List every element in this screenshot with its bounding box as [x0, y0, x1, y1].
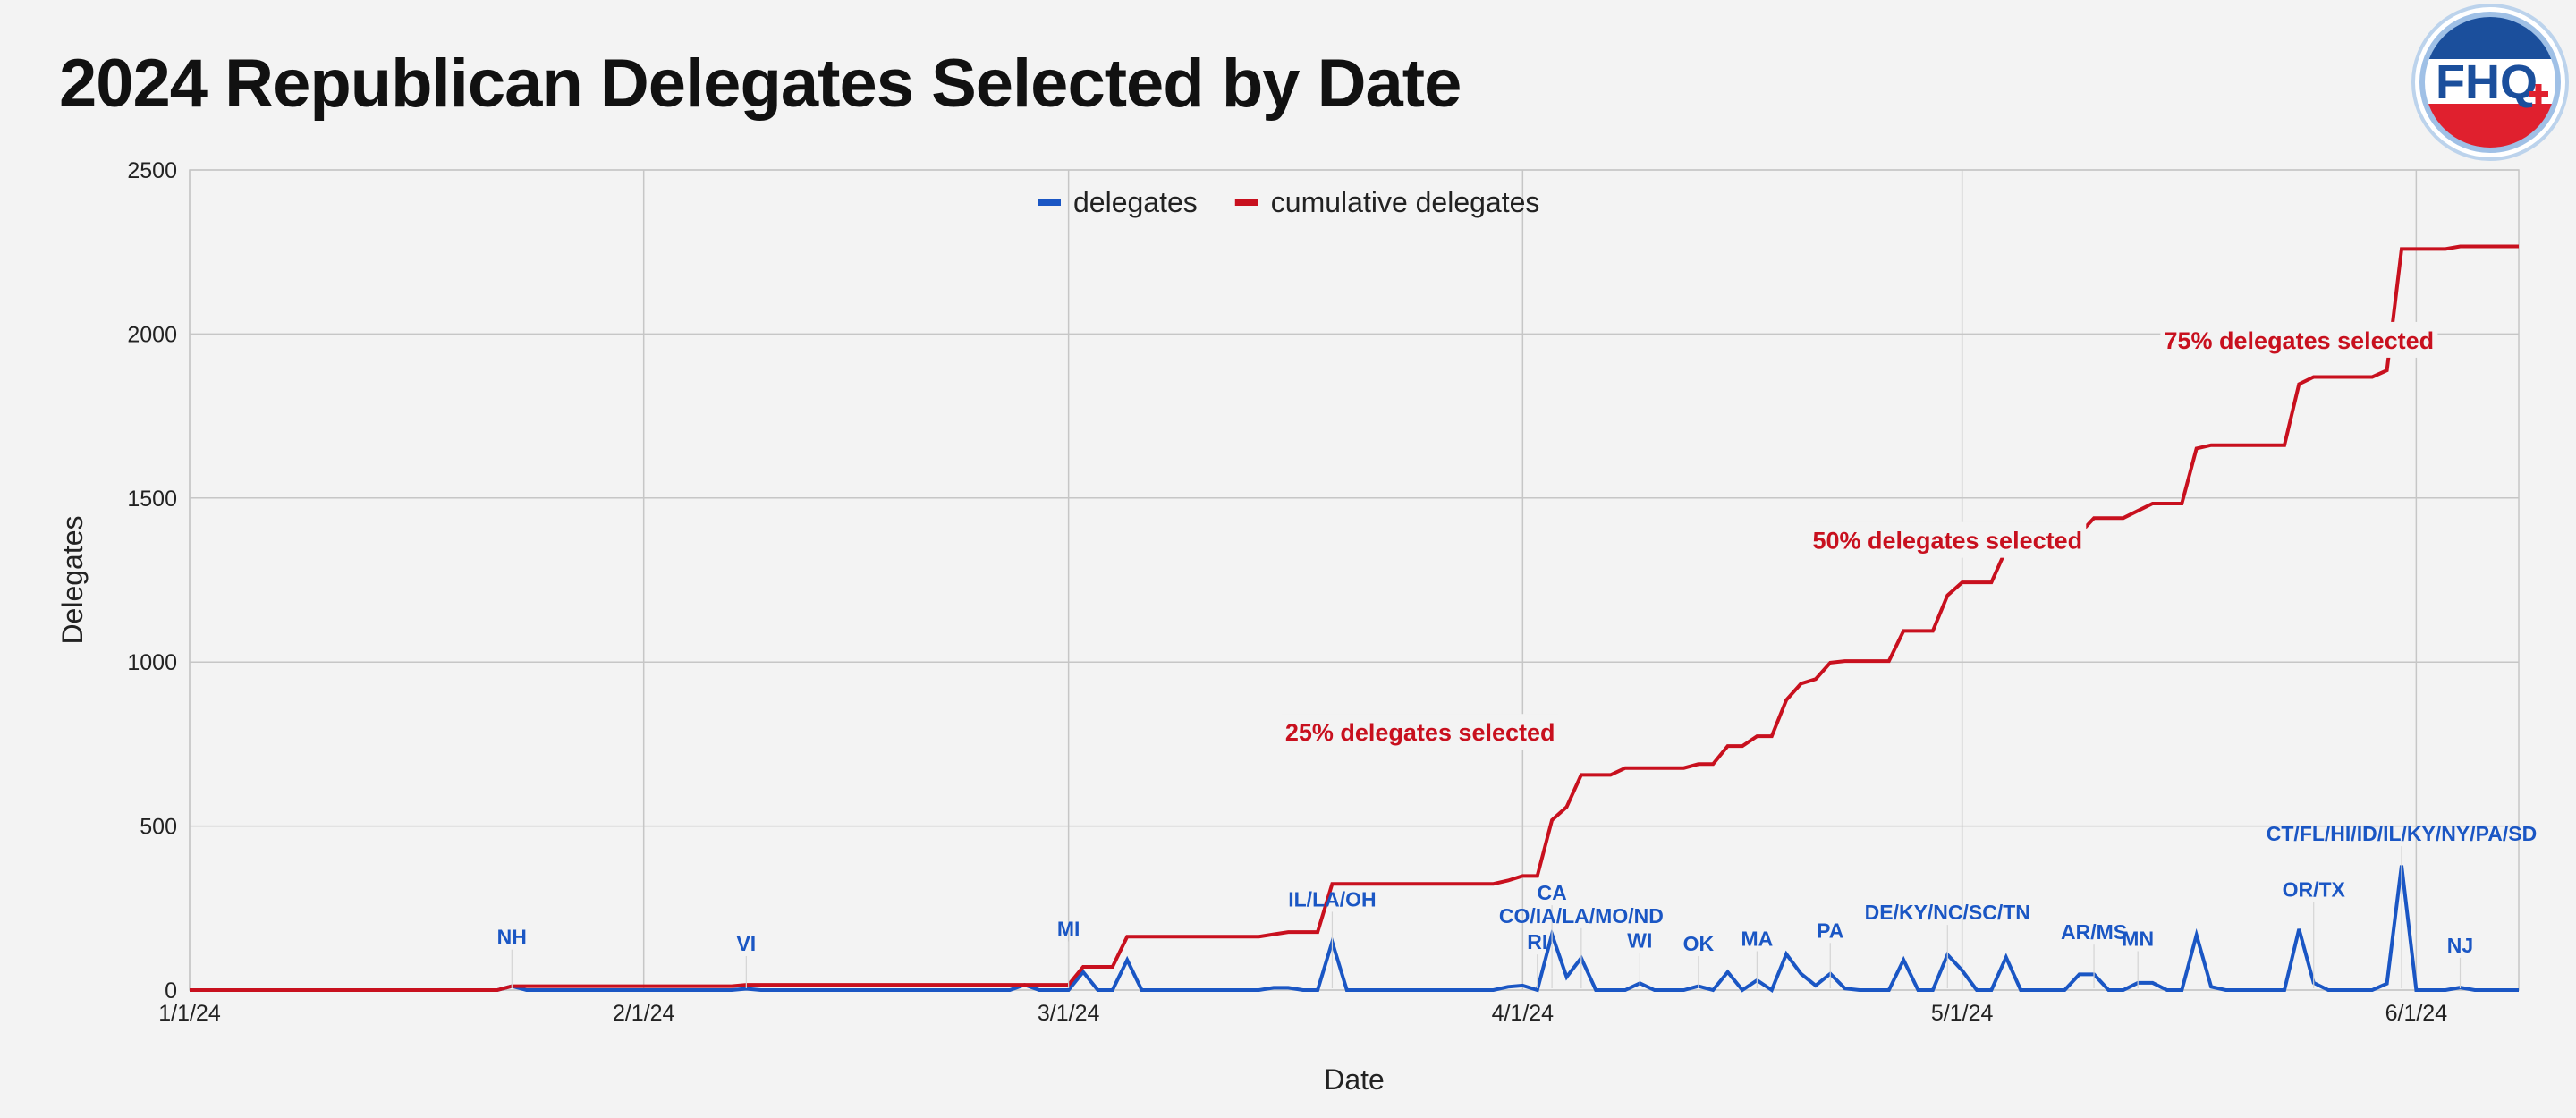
state-label: MA — [1741, 927, 1773, 950]
y-tick-label: 2500 — [127, 158, 177, 183]
y-tick-label: 0 — [165, 978, 177, 1004]
x-tick-label: 2/1/24 — [613, 1001, 675, 1026]
milestone-label-bg — [1281, 714, 1559, 750]
y-tick-label: 1000 — [127, 650, 177, 675]
x-tick-label: 6/1/24 — [2385, 1001, 2448, 1026]
axes: 0 500 1000 1500 2000 2500 1/1/24 2/1/24 3/1/24 4/… — [56, 158, 2447, 1096]
y-tick-label: 2000 — [127, 322, 177, 347]
y-tick-label: 500 — [140, 815, 177, 840]
y-tick-label: 1500 — [127, 487, 177, 512]
state-label: AR/MS — [2061, 920, 2127, 944]
fhq-logo: FHQ — [2411, 4, 2569, 161]
logo-plus-icon — [2529, 84, 2548, 105]
state-label: NH — [497, 926, 527, 949]
series — [190, 244, 2519, 994]
page-title: 2024 Republican Delegates Selected by Da… — [59, 46, 1462, 122]
milestone-label: 50% delegates selected — [1812, 528, 2082, 555]
legend-label: cumulative delegates — [1271, 186, 1540, 218]
state-label: CT/FL/HI/ID/IL/KY/NY/PA/SD — [2267, 822, 2537, 845]
legend-swatch — [1234, 199, 1258, 206]
state-label: MN — [2122, 927, 2154, 950]
state-label: OR/TX — [2283, 877, 2346, 901]
state-label: IL/LA/OH — [1288, 887, 1376, 910]
state-label: MI — [1057, 917, 1080, 940]
milestone-label-bg — [1809, 521, 2087, 558]
state-label: NJ — [2447, 934, 2473, 957]
legend: delegates cumulative delegates — [1038, 186, 1539, 218]
grid — [189, 169, 2520, 991]
state-label: PA — [1817, 919, 1843, 942]
state-label: RI — [1527, 930, 1547, 953]
milestone-label: 75% delegates selected — [2165, 327, 2435, 354]
x-axis-title: Date — [1324, 1063, 1385, 1096]
logo-text: FHQ — [2436, 55, 2538, 109]
series-line-cumulative-delegates — [190, 244, 2519, 992]
y-axis-title: Delegates — [56, 515, 89, 644]
milestone-label-bg — [2160, 321, 2438, 358]
state-label: OK — [1683, 932, 1715, 955]
state-label: CO/IA/LA/MO/ND — [1499, 904, 1664, 927]
state-label: VI — [736, 932, 756, 955]
state-label: DE/KY/NC/SC/TN — [1865, 901, 2030, 924]
x-tick-label: 5/1/24 — [1931, 1001, 1994, 1026]
milestone-label: 25% delegates selected — [1285, 719, 1555, 746]
x-tick-label: 3/1/24 — [1038, 1001, 1100, 1026]
legend-swatch — [1038, 199, 1061, 206]
state-label: CA — [1537, 881, 1566, 904]
plot-frame — [189, 169, 2520, 991]
series-line-delegates — [190, 865, 2519, 994]
x-tick-label: 4/1/24 — [1492, 1001, 1555, 1026]
x-tick-label: 1/1/24 — [158, 1001, 221, 1026]
legend-label: delegates — [1073, 186, 1198, 218]
state-label: WI — [1627, 928, 1652, 952]
